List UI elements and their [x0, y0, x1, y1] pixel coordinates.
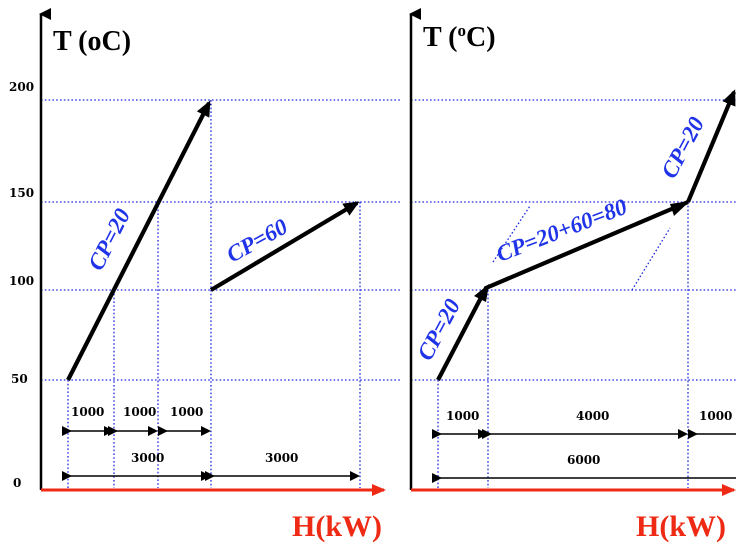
right-extension-2: [631, 227, 671, 291]
left-dim-label-3: 1000: [170, 405, 203, 419]
left-temperature-title: T (oC): [53, 26, 131, 57]
left-tick-0: 0: [13, 476, 21, 490]
right-kink2-arrow: [670, 201, 690, 216]
right-cp20-low-label: CP=20: [412, 294, 465, 364]
left-dimensions-row2: 3000 3000: [62, 451, 360, 481]
right-dim-label-3: 1000: [699, 409, 732, 423]
left-grid: [41, 99, 400, 488]
left-cp60-label: CP=60: [222, 214, 292, 268]
right-grid: [411, 99, 736, 488]
left-tick-200: 200: [9, 80, 34, 94]
left-tick-150: 150: [9, 186, 34, 200]
left-tick-50: 50: [11, 372, 28, 386]
right-temperature-title: T (oC): [423, 21, 496, 53]
left-panel: 200 150 100 50 0 T (oC) H(kW) CP=20 CP=6…: [9, 8, 400, 543]
left-dim-label-4: 3000: [131, 451, 164, 465]
left-enthalpy-title: H(kW): [292, 510, 382, 543]
left-dim-label-5: 3000: [265, 451, 298, 465]
left-tick-100: 100: [9, 274, 34, 288]
left-stream-cp60: [209, 201, 360, 292]
right-dim-label-4: 6000: [567, 453, 600, 467]
right-kink1-arrow: [474, 284, 489, 302]
right-dimensions-row2: 6000: [432, 453, 736, 483]
left-dimensions-row1: 1000 1000 1000: [62, 405, 211, 436]
right-enthalpy-title: H(kW): [636, 510, 726, 543]
right-dimensions-row1: 1000 4000 1000: [432, 409, 736, 439]
right-panel: T (oC) H(kW) CP=20 CP=20+60=80 CP=20 100…: [409, 8, 736, 543]
right-dim-label-1: 1000: [446, 409, 479, 423]
left-dim-label-1: 1000: [71, 405, 104, 419]
left-dim-label-2: 1000: [123, 405, 156, 419]
right-stream-top: [686, 89, 736, 203]
right-dim-label-2: 4000: [576, 409, 609, 423]
left-stream-cp20: [66, 100, 211, 381]
